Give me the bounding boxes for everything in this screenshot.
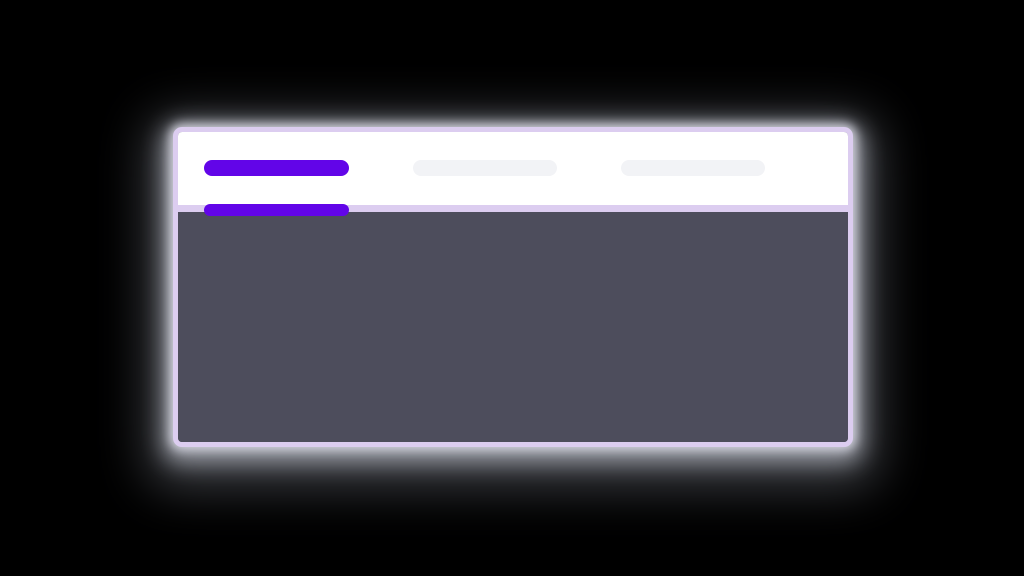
content-area-placeholder bbox=[178, 212, 848, 442]
app-window-card bbox=[173, 127, 853, 447]
tab-list bbox=[178, 132, 848, 176]
tab-3-placeholder[interactable] bbox=[621, 160, 765, 176]
active-tab-indicator bbox=[204, 204, 349, 216]
tab-2-placeholder[interactable] bbox=[413, 160, 557, 176]
tab-bar bbox=[178, 132, 848, 216]
tab-1-placeholder[interactable] bbox=[204, 160, 349, 176]
